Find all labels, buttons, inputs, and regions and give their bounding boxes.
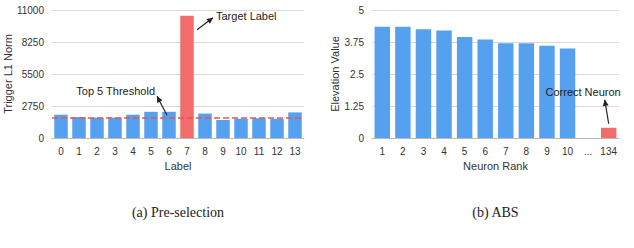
svg-text:...: ... xyxy=(584,146,592,157)
svg-text:5500: 5500 xyxy=(22,69,45,80)
svg-text:1.25: 1.25 xyxy=(345,101,365,112)
svg-text:10: 10 xyxy=(235,146,247,157)
svg-text:Top 5 Threshold: Top 5 Threshold xyxy=(76,85,155,97)
svg-text:8: 8 xyxy=(202,146,208,157)
svg-text:1: 1 xyxy=(76,146,82,157)
svg-text:2: 2 xyxy=(400,146,406,157)
svg-text:11000: 11000 xyxy=(17,5,45,16)
svg-text:0: 0 xyxy=(38,133,44,144)
svg-text:6: 6 xyxy=(166,146,172,157)
svg-text:134: 134 xyxy=(600,146,617,157)
svg-text:6: 6 xyxy=(482,146,488,157)
svg-text:Trigger L1 Norm: Trigger L1 Norm xyxy=(2,34,14,114)
svg-text:4: 4 xyxy=(441,146,447,157)
svg-text:2.5: 2.5 xyxy=(350,69,364,80)
svg-text:(a) Pre-selection: (a) Pre-selection xyxy=(132,205,224,221)
svg-text:5: 5 xyxy=(462,146,468,157)
svg-text:7: 7 xyxy=(503,146,509,157)
svg-text:8: 8 xyxy=(524,146,530,157)
svg-text:2750: 2750 xyxy=(22,101,45,112)
svg-text:3.75: 3.75 xyxy=(345,37,365,48)
svg-text:Label: Label xyxy=(165,160,192,172)
svg-text:Elevation Value: Elevation Value xyxy=(329,36,341,112)
svg-text:5: 5 xyxy=(358,5,364,16)
svg-text:10: 10 xyxy=(562,146,574,157)
svg-text:Target Label: Target Label xyxy=(216,10,277,22)
svg-text:(b) ABS: (b) ABS xyxy=(472,205,518,221)
svg-text:7: 7 xyxy=(184,146,190,157)
svg-text:9: 9 xyxy=(544,146,550,157)
svg-text:1: 1 xyxy=(380,146,386,157)
svg-text:3: 3 xyxy=(112,146,118,157)
svg-text:13: 13 xyxy=(289,146,301,157)
svg-text:Correct Neuron: Correct Neuron xyxy=(546,86,621,98)
svg-text:4: 4 xyxy=(130,146,136,157)
svg-text:3: 3 xyxy=(421,146,427,157)
svg-text:8250: 8250 xyxy=(22,37,45,48)
svg-text:12: 12 xyxy=(271,146,283,157)
svg-text:5: 5 xyxy=(148,146,154,157)
svg-text:2: 2 xyxy=(94,146,100,157)
svg-text:11: 11 xyxy=(254,146,265,157)
svg-text:Neuron Rank: Neuron Rank xyxy=(463,160,528,172)
svg-text:0: 0 xyxy=(358,133,364,144)
svg-text:9: 9 xyxy=(220,146,226,157)
svg-text:0: 0 xyxy=(58,146,64,157)
